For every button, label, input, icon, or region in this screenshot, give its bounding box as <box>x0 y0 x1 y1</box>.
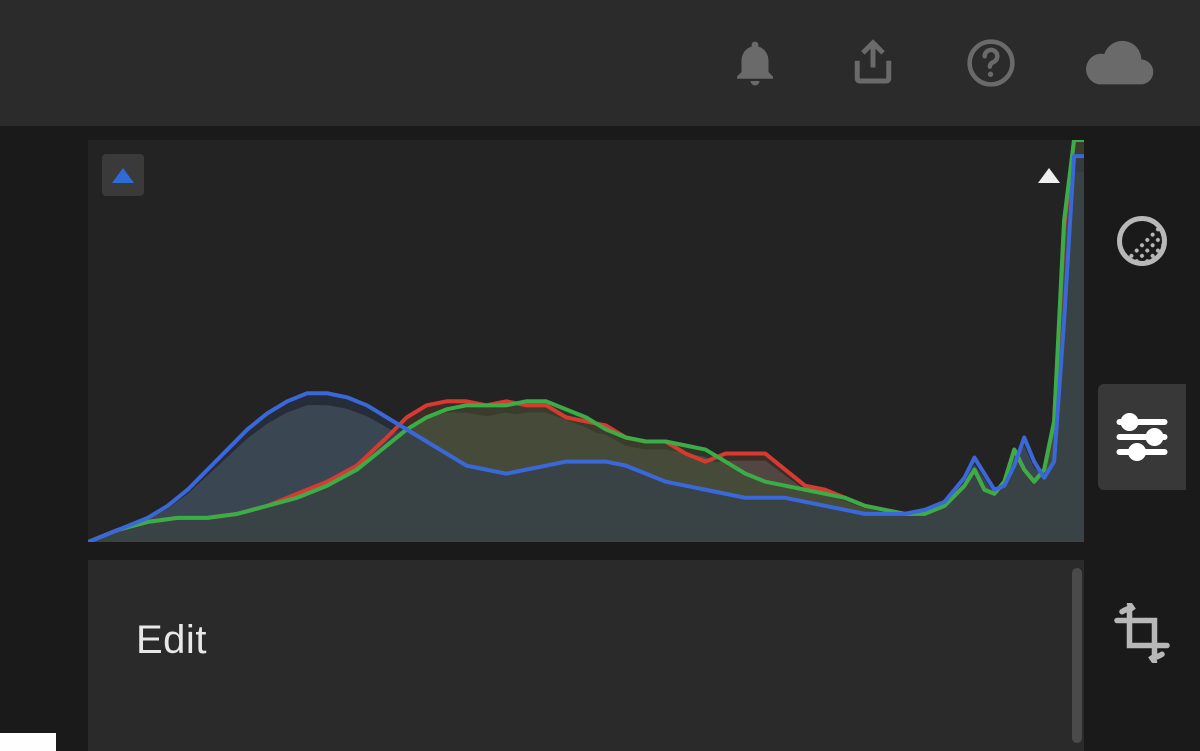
histogram-panel[interactable] <box>88 140 1084 542</box>
triangle-up-icon <box>112 168 134 183</box>
content-column: Edit <box>88 126 1084 751</box>
heal-icon <box>1112 211 1172 271</box>
triangle-up-icon <box>1038 168 1060 183</box>
crop-rotate-icon <box>1112 603 1172 663</box>
highlight-clip-indicator[interactable] <box>1028 154 1070 196</box>
histogram-chart <box>88 140 1084 542</box>
left-gutter-marker <box>0 733 56 751</box>
shadow-clip-indicator[interactable] <box>102 154 144 196</box>
cloud-icon[interactable] <box>1082 36 1158 90</box>
main-area: Edit <box>0 126 1200 751</box>
left-gutter <box>0 126 88 751</box>
edit-sliders-button[interactable] <box>1098 384 1186 490</box>
panel-divider <box>88 542 1084 560</box>
heal-tool-button[interactable] <box>1098 188 1186 294</box>
edit-scrollbar[interactable] <box>1072 568 1082 743</box>
sliders-icon <box>1112 407 1172 467</box>
share-icon[interactable] <box>846 36 900 90</box>
edit-panel: Edit <box>88 560 1084 751</box>
edit-panel-title: Edit <box>136 618 1036 663</box>
help-icon[interactable] <box>964 36 1018 90</box>
bell-icon[interactable] <box>728 36 782 90</box>
crop-tool-button[interactable] <box>1098 580 1186 686</box>
top-toolbar <box>0 0 1200 126</box>
right-tool-sidebar <box>1084 126 1200 751</box>
